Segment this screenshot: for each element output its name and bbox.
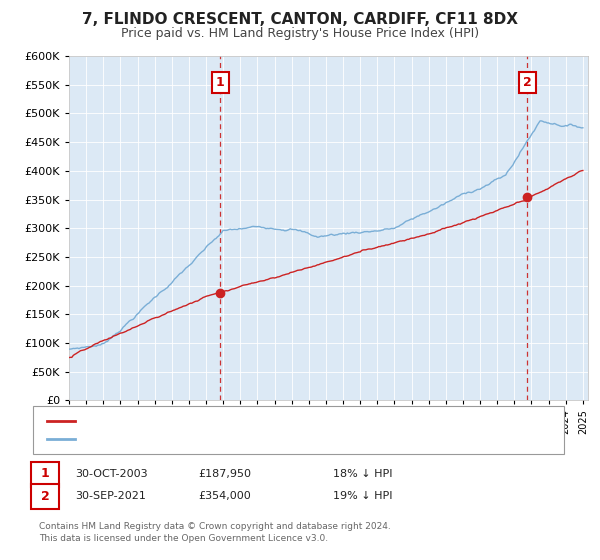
- Text: Contains HM Land Registry data © Crown copyright and database right 2024.
This d: Contains HM Land Registry data © Crown c…: [39, 522, 391, 543]
- Text: 1: 1: [216, 77, 224, 90]
- Text: 2: 2: [523, 77, 532, 90]
- Text: 30-SEP-2021: 30-SEP-2021: [75, 491, 146, 501]
- Text: 18% ↓ HPI: 18% ↓ HPI: [333, 469, 392, 479]
- Text: 2: 2: [41, 489, 49, 503]
- Text: Price paid vs. HM Land Registry's House Price Index (HPI): Price paid vs. HM Land Registry's House …: [121, 27, 479, 40]
- Text: 19% ↓ HPI: 19% ↓ HPI: [333, 491, 392, 501]
- Text: 1: 1: [41, 467, 49, 480]
- Text: 7, FLINDO CRESCENT, CANTON, CARDIFF, CF11 8DX (detached house): 7, FLINDO CRESCENT, CANTON, CARDIFF, CF1…: [80, 416, 464, 426]
- Text: 7, FLINDO CRESCENT, CANTON, CARDIFF, CF11 8DX: 7, FLINDO CRESCENT, CANTON, CARDIFF, CF1…: [82, 12, 518, 27]
- Text: HPI: Average price, detached house, Cardiff: HPI: Average price, detached house, Card…: [80, 434, 319, 444]
- Text: £187,950: £187,950: [198, 469, 251, 479]
- Text: £354,000: £354,000: [198, 491, 251, 501]
- Text: 30-OCT-2003: 30-OCT-2003: [75, 469, 148, 479]
